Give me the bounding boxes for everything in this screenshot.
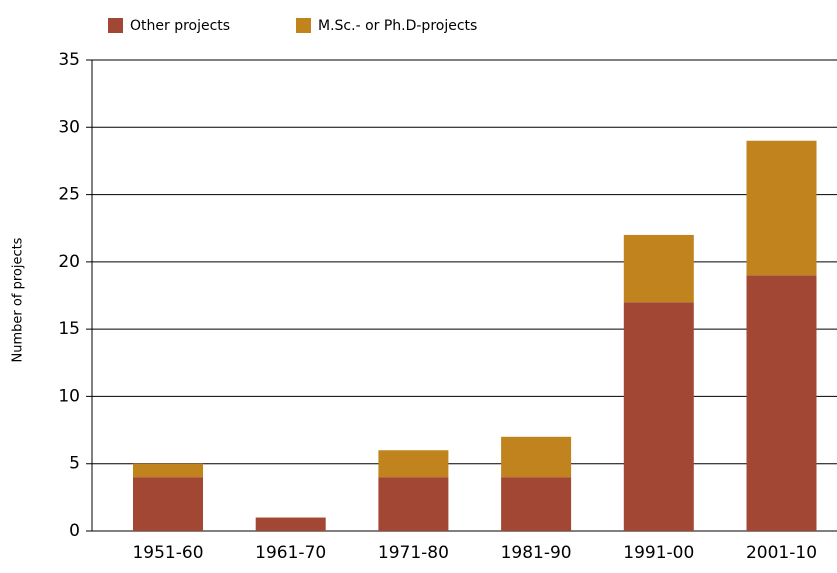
y-axis-label: Number of projects (11, 237, 26, 362)
y-tick-label: 5 (69, 454, 80, 474)
legend-label: M.Sc.- or Ph.D-projects (318, 18, 477, 34)
legend-swatch (108, 18, 123, 33)
legend-swatch (296, 18, 311, 33)
bar-segment (378, 450, 449, 478)
y-tick-label: 10 (58, 386, 80, 406)
x-tick-label: 1951-60 (132, 543, 203, 563)
bar-segment (501, 436, 572, 478)
legend-label: Other projects (130, 18, 230, 34)
y-tick-label: 20 (58, 252, 80, 272)
x-tick-label: 2001-10 (746, 543, 817, 563)
x-tick-label: 1971-80 (378, 543, 449, 563)
x-tick-label: 1981-90 (501, 543, 572, 563)
bar-segment (501, 477, 572, 531)
y-tick-label: 25 (58, 185, 80, 205)
y-tick-label: 0 (69, 521, 80, 541)
bar-segment (378, 477, 449, 531)
bar-segment (623, 234, 694, 303)
bar-segment (746, 140, 817, 276)
bar-segment (623, 302, 694, 531)
x-tick-label: 1991-00 (623, 543, 694, 563)
bar-segment (255, 517, 326, 531)
bar-segment (746, 275, 817, 531)
x-tick-label: 1961-70 (255, 543, 326, 563)
bar-segment (133, 477, 203, 531)
bar-segment (133, 463, 203, 478)
y-tick-label: 30 (58, 117, 80, 137)
y-tick-label: 15 (58, 319, 80, 339)
y-tick-label: 35 (58, 50, 80, 70)
